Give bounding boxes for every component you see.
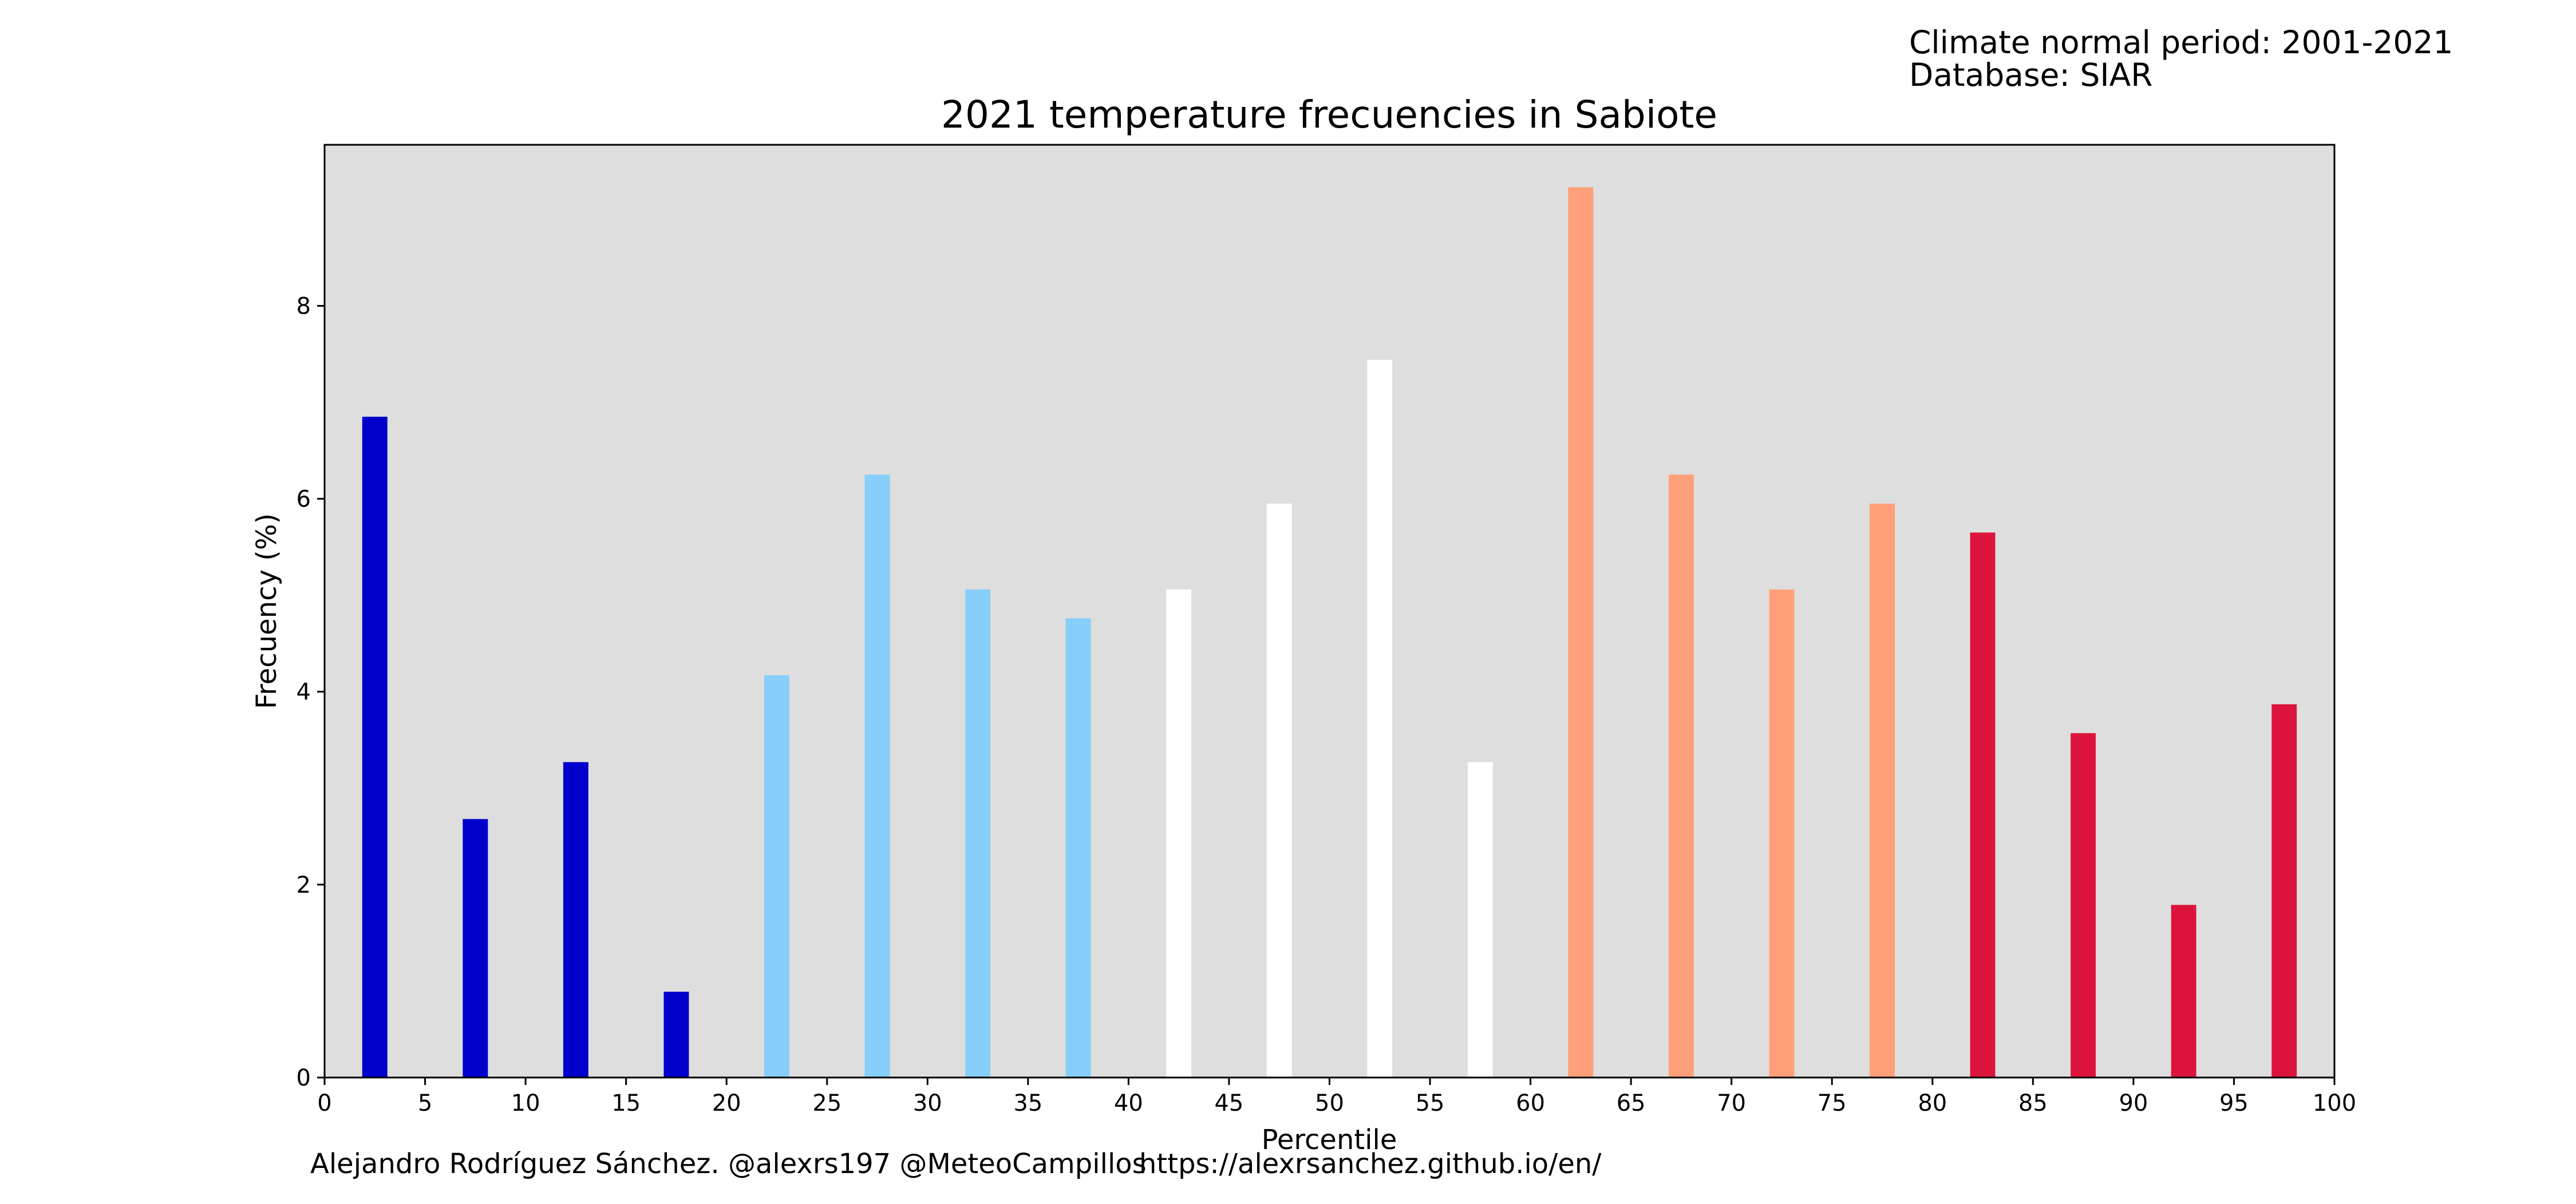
x-tick-label: 55	[1416, 1090, 1445, 1116]
bar-p7.5	[463, 819, 488, 1078]
chart-title: 2021 temperature frecuencies in Sabiote	[941, 93, 1717, 137]
info-line-period: Climate normal period: 2001-2021	[1909, 24, 2453, 61]
bar-p32.5	[965, 589, 990, 1078]
x-tick-label: 95	[2219, 1090, 2249, 1116]
x-tick-label: 5	[418, 1090, 432, 1116]
bar-p67.5	[1669, 474, 1694, 1078]
y-axis-label: Frecuency (%)	[251, 513, 283, 709]
x-tick-label: 35	[1013, 1090, 1042, 1116]
x-tick-label: 100	[2313, 1090, 2356, 1116]
x-tick-label: 40	[1114, 1090, 1143, 1116]
x-tick-label: 45	[1214, 1090, 1243, 1116]
bar-p87.5	[2071, 733, 2096, 1078]
bar-p2.5	[362, 417, 388, 1078]
bar-p42.5	[1166, 589, 1192, 1078]
bar-p22.5	[764, 675, 789, 1078]
x-tick-label: 70	[1717, 1090, 1746, 1116]
footer-credit: Alejandro Rodríguez Sánchez. @alexrs197 …	[310, 1148, 1147, 1180]
bar-p62.5	[1568, 187, 1594, 1078]
bar-p37.5	[1065, 618, 1091, 1078]
footer-url-link[interactable]: https://alexrsanchez.github.io/en/	[1139, 1148, 1602, 1180]
bar-p52.5	[1367, 359, 1393, 1078]
bar-p77.5	[1870, 504, 1895, 1078]
y-axis-ticks: 0 2 4 6 8	[297, 293, 325, 1091]
bar-p82.5	[1970, 532, 1996, 1078]
x-tick-label: 10	[511, 1090, 540, 1116]
bar-p97.5	[2271, 704, 2297, 1078]
x-axis-label: Percentile	[1262, 1124, 1397, 1156]
plot-area	[325, 145, 2334, 1078]
y-tick-label: 4	[297, 679, 311, 706]
y-tick-label: 0	[297, 1065, 311, 1091]
bar-p47.5	[1266, 504, 1292, 1078]
x-tick-label: 80	[1918, 1090, 1947, 1116]
plot-frame	[323, 144, 2336, 1079]
x-tick-label: 25	[812, 1090, 841, 1116]
x-tick-label: 50	[1315, 1090, 1344, 1116]
y-tick-label: 2	[297, 872, 311, 898]
y-tick-label: 6	[297, 486, 311, 513]
x-tick-label: 65	[1617, 1090, 1646, 1116]
x-axis-ticks: 0 5 10 15 20 25 30 35 40 45 50 55 60 65 70 75 80 85 90 95 10…	[317, 1078, 2356, 1116]
bar-p27.5	[864, 474, 890, 1078]
bar-p72.5	[1769, 589, 1795, 1078]
y-tick-label: 8	[297, 293, 311, 319]
x-tick-label: 60	[1516, 1090, 1545, 1116]
x-tick-label: 85	[2018, 1090, 2048, 1116]
x-tick-label: 15	[611, 1090, 641, 1116]
bar-p12.5	[563, 762, 588, 1078]
x-tick-label: 90	[2119, 1090, 2148, 1116]
bar-p17.5	[663, 992, 689, 1078]
bar-series	[362, 187, 2297, 1078]
bar-p92.5	[2171, 905, 2196, 1078]
info-line-database: Database: SIAR	[1909, 57, 2152, 93]
x-tick-label: 30	[913, 1090, 942, 1116]
x-tick-label: 20	[712, 1090, 741, 1116]
x-tick-label: 75	[1818, 1090, 1847, 1116]
bar-p57.5	[1467, 762, 1493, 1078]
x-tick-label: 0	[317, 1090, 331, 1116]
